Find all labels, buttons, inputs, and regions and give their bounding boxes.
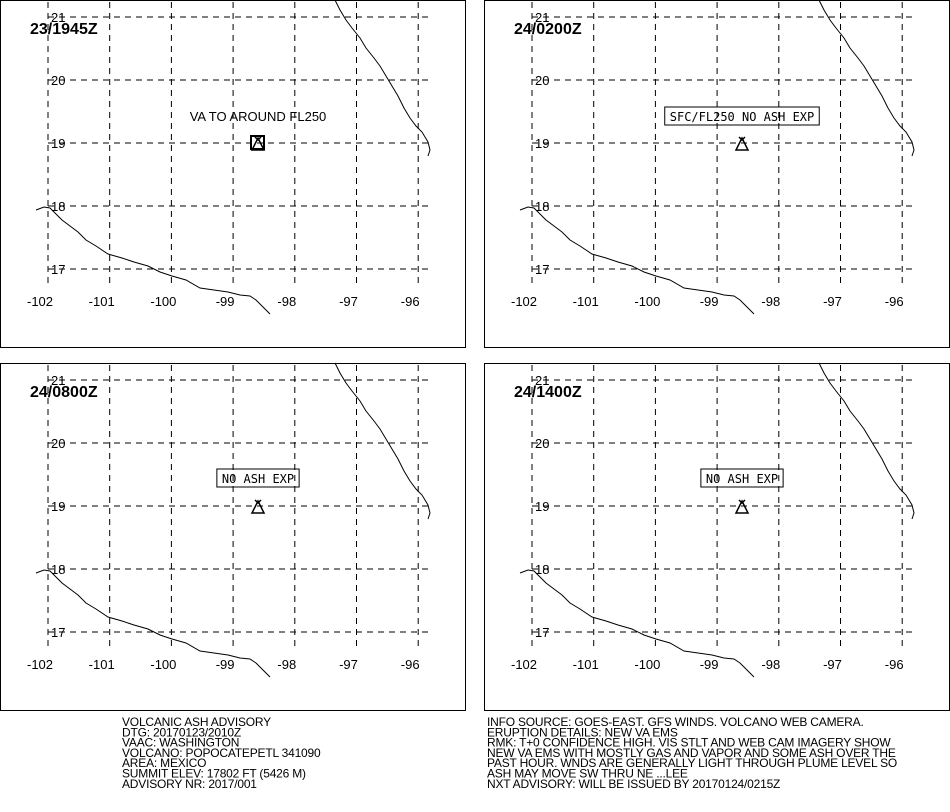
lon-label: -100 [634, 657, 660, 672]
lon-label: -96 [401, 657, 420, 672]
footer-left-line: VOLCANIC ASH ADVISORY [122, 715, 271, 729]
footer-left-line: VOLCANO: POPOCATEPETL 341090 [122, 746, 321, 760]
footer-left-line: VAAC: WASHINGTON [122, 736, 239, 750]
lat-label: 20 [51, 73, 65, 88]
footer-right-line: NXT ADVISORY: WILL BE ISSUED BY 20170124… [487, 777, 780, 791]
lat-label: 18 [51, 562, 65, 577]
lat-label: 17 [51, 625, 65, 640]
lat-label: 17 [535, 625, 549, 640]
footer-left-line: ADVISORY NR: 2017/001 [122, 777, 257, 791]
lon-label: -99 [216, 294, 235, 309]
lon-label: -102 [27, 294, 53, 309]
lon-label: -96 [885, 657, 904, 672]
footer-left-line: SUMMIT ELEV: 17802 FT (5426 M) [122, 767, 306, 781]
lon-label: -98 [761, 657, 780, 672]
map-panel: -102 -101 -100 -99 -98 -97 -96 21 20 19 18 17 24/140… [484, 362, 950, 711]
valid-time: 24/0200Z [514, 21, 582, 38]
footer-left-line: DTG: 20170123/2010Z [122, 725, 241, 739]
lat-label: 21 [51, 10, 65, 25]
lon-label: -96 [885, 294, 904, 309]
lon-label: -98 [761, 294, 780, 309]
lat-label: 19 [51, 499, 65, 514]
lat-label: 20 [535, 73, 549, 88]
lon-label: -99 [700, 294, 719, 309]
lon-label: -101 [89, 294, 115, 309]
valid-time: 23/1945Z [30, 21, 98, 38]
coastline [818, 0, 915, 157]
coastline [519, 569, 755, 678]
advisory-annotation: SFC/FL250 NO ASH EXP [670, 110, 815, 124]
map-panel: -102 -101 -100 -99 -98 -97 -96 21 20 19 18 17 24/020… [484, 0, 950, 348]
lon-label: -101 [89, 657, 115, 672]
map-panel: -102 -101 -100 -99 -98 -97 -96 21 20 19 18 17 23/194… [0, 0, 466, 348]
lat-label: 20 [51, 436, 65, 451]
volcano-symbol [734, 499, 750, 514]
lat-label: 19 [535, 136, 549, 151]
footer-right-line: PAST HOUR. WNDS ARE GENERALLY LIGHT THRO… [487, 756, 897, 770]
footer-right-line: INFO SOURCE: GOES-EAST. GFS WINDS. VOLCA… [487, 715, 864, 729]
map-panel: -102 -101 -100 -99 -98 -97 -96 21 20 19 18 17 24/080… [0, 362, 466, 711]
advisory-annotation: NO ASH EXP [222, 472, 294, 486]
lat-label: 21 [535, 10, 549, 25]
lon-label: -102 [27, 657, 53, 672]
coastline [334, 362, 431, 520]
lat-label: 17 [51, 262, 65, 277]
lon-label: -101 [573, 657, 599, 672]
volcano-symbol [734, 136, 750, 151]
lat-label: 18 [535, 562, 549, 577]
lon-label: -102 [511, 657, 537, 672]
lon-label: -96 [401, 294, 420, 309]
annotation-box [216, 468, 300, 488]
lon-label: -100 [634, 294, 660, 309]
coastline [35, 206, 271, 315]
lon-label: -101 [573, 294, 599, 309]
ash-area [250, 135, 265, 150]
lon-label: -100 [150, 294, 176, 309]
coastline [519, 206, 755, 315]
footer-right-line: ERUPTION DETAILS: NEW VA EMS [487, 725, 678, 739]
lat-label: 21 [535, 373, 549, 388]
lon-label: -97 [339, 657, 358, 672]
coastline [818, 362, 915, 520]
advisory-annotation: VA TO AROUND FL250 [190, 109, 327, 124]
lat-label: 20 [535, 436, 549, 451]
lon-label: -97 [823, 657, 842, 672]
lat-label: 19 [535, 499, 549, 514]
lon-label: -99 [216, 657, 235, 672]
lon-label: -97 [823, 294, 842, 309]
footer-right-line: ASH MAY MOVE SW THRU NE ...LEE [487, 767, 688, 781]
annotation-box [664, 106, 820, 126]
volcano-symbol [250, 499, 266, 514]
lat-label: 18 [535, 199, 549, 214]
lat-label: 18 [51, 199, 65, 214]
annotation-box [700, 468, 784, 488]
lon-label: -98 [277, 657, 296, 672]
lat-label: 19 [51, 136, 65, 151]
lon-label: -97 [339, 294, 358, 309]
valid-time: 24/0800Z [30, 384, 98, 401]
lon-label: -102 [511, 294, 537, 309]
coastline [334, 0, 431, 157]
valid-time: 24/1400Z [514, 384, 582, 401]
lat-label: 21 [51, 373, 65, 388]
lon-label: -99 [700, 657, 719, 672]
lon-label: -98 [277, 294, 296, 309]
advisory-annotation: NO ASH EXP [706, 472, 778, 486]
lon-label: -100 [150, 657, 176, 672]
footer-right-line: RMK: T+0 CONFIDENCE HIGH. VIS STLT AND W… [487, 736, 891, 750]
footer-left-line: AREA: MEXICO [122, 756, 206, 770]
lat-label: 17 [535, 262, 549, 277]
coastline [35, 569, 271, 678]
footer-right-line: NEW VA EMS WITH MOSTLY GAS AND VAPOR AND… [487, 746, 896, 760]
